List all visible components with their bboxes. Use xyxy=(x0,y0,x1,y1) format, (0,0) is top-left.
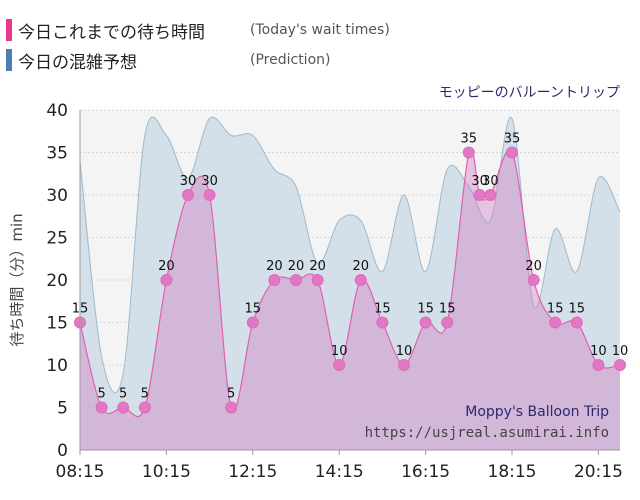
x-tick-label: 12:15 xyxy=(228,462,277,482)
today-point xyxy=(462,146,475,159)
data-label: 10 xyxy=(590,344,607,359)
today-point xyxy=(549,316,562,329)
prediction-line xyxy=(79,116,621,394)
legend-label-today: 今日これまでの待ち時間 xyxy=(18,22,205,43)
data-label: 20 xyxy=(353,259,370,274)
today-point xyxy=(354,274,367,286)
data-label: 35 xyxy=(461,132,478,147)
today-point xyxy=(527,274,540,286)
watermark-site: https://usjreal.asumirai.info xyxy=(365,425,609,441)
data-label: 20 xyxy=(309,259,326,274)
today-point xyxy=(473,189,486,201)
series-areas xyxy=(79,116,621,450)
data-label: 15 xyxy=(245,302,262,317)
data-label: 20 xyxy=(288,259,305,274)
data-label: 10 xyxy=(396,344,413,359)
legend-swatch-today xyxy=(6,19,12,41)
today-point xyxy=(246,316,259,329)
data-label: 30 xyxy=(201,174,218,189)
x-tick-label: 16:15 xyxy=(401,462,450,482)
x-tick-label: 14:15 xyxy=(315,462,364,482)
prediction-area xyxy=(80,116,620,450)
today-point xyxy=(376,316,389,329)
data-label: 30 xyxy=(180,174,197,189)
data-label: 15 xyxy=(417,302,434,317)
data-label: 5 xyxy=(141,387,149,402)
today-point xyxy=(117,401,130,414)
data-label: 30 xyxy=(482,174,499,189)
watermark-ride: Moppy's Balloon Trip xyxy=(465,404,609,420)
today-point xyxy=(614,359,626,371)
y-tick-label: 40 xyxy=(46,101,68,121)
data-label: 10 xyxy=(331,344,348,359)
today-point xyxy=(419,316,432,329)
today-point xyxy=(160,274,173,286)
today-point xyxy=(290,274,302,286)
today-point xyxy=(95,401,108,414)
y-tick-label: 0 xyxy=(57,441,68,461)
legend-swatch-prediction xyxy=(6,49,12,71)
data-label: 5 xyxy=(227,387,235,402)
x-tick-label: 10:15 xyxy=(142,462,191,482)
today-point xyxy=(182,189,194,201)
y-tick-label: 35 xyxy=(46,144,68,164)
data-label: 15 xyxy=(569,302,586,317)
today-point xyxy=(570,316,583,329)
today-line xyxy=(79,147,621,418)
x-tick-label: 08:15 xyxy=(56,462,105,482)
data-label: 20 xyxy=(158,259,175,274)
today-point xyxy=(225,401,238,414)
today-point xyxy=(484,189,497,201)
data-label: 15 xyxy=(439,302,456,317)
today-point xyxy=(441,316,454,329)
x-tick-label: 20:15 xyxy=(574,462,623,482)
x-tick-label: 18:15 xyxy=(488,462,537,482)
y-tick-label: 20 xyxy=(46,271,68,291)
today-point xyxy=(592,359,605,371)
y-tick-label: 30 xyxy=(46,186,68,206)
today-point xyxy=(311,274,324,286)
data-label: 20 xyxy=(266,259,283,274)
legend-label-prediction: 今日の混雑予想 xyxy=(18,52,137,73)
y-tick-label: 5 xyxy=(57,399,68,419)
y-tick-label: 25 xyxy=(46,229,68,249)
data-label: 15 xyxy=(374,302,391,317)
today-point xyxy=(203,189,216,201)
data-label: 15 xyxy=(547,302,564,317)
today-point xyxy=(268,274,281,286)
today-area xyxy=(80,148,620,450)
data-label: 30 xyxy=(471,174,488,189)
data-label: 10 xyxy=(612,344,629,359)
legend-item-today: 今日これまでの待ち時間 (Today's wait times) xyxy=(6,18,390,43)
today-point xyxy=(333,359,346,371)
legend-item-prediction: 今日の混雑予想 (Prediction) xyxy=(6,48,331,73)
data-label: 5 xyxy=(119,387,127,402)
today-point xyxy=(138,401,151,414)
legend-sub-prediction: (Prediction) xyxy=(250,52,331,68)
today-point xyxy=(398,359,410,371)
today-point xyxy=(506,146,518,159)
chart-title: モッピーのバルーントリップ xyxy=(439,85,620,101)
y-axis-label: 待ち時間（分）min xyxy=(8,213,26,346)
y-tick-label: 15 xyxy=(46,314,68,334)
data-label: 20 xyxy=(525,259,542,274)
legend-sub-today: (Today's wait times) xyxy=(250,22,390,38)
data-label: 5 xyxy=(97,387,105,402)
y-tick-label: 10 xyxy=(46,356,68,376)
axes: 0 5 10 15 20 25 30 35 40 08:15 10:15 12:15 14:15 16:1… xyxy=(46,101,623,482)
data-label: 35 xyxy=(504,132,521,147)
